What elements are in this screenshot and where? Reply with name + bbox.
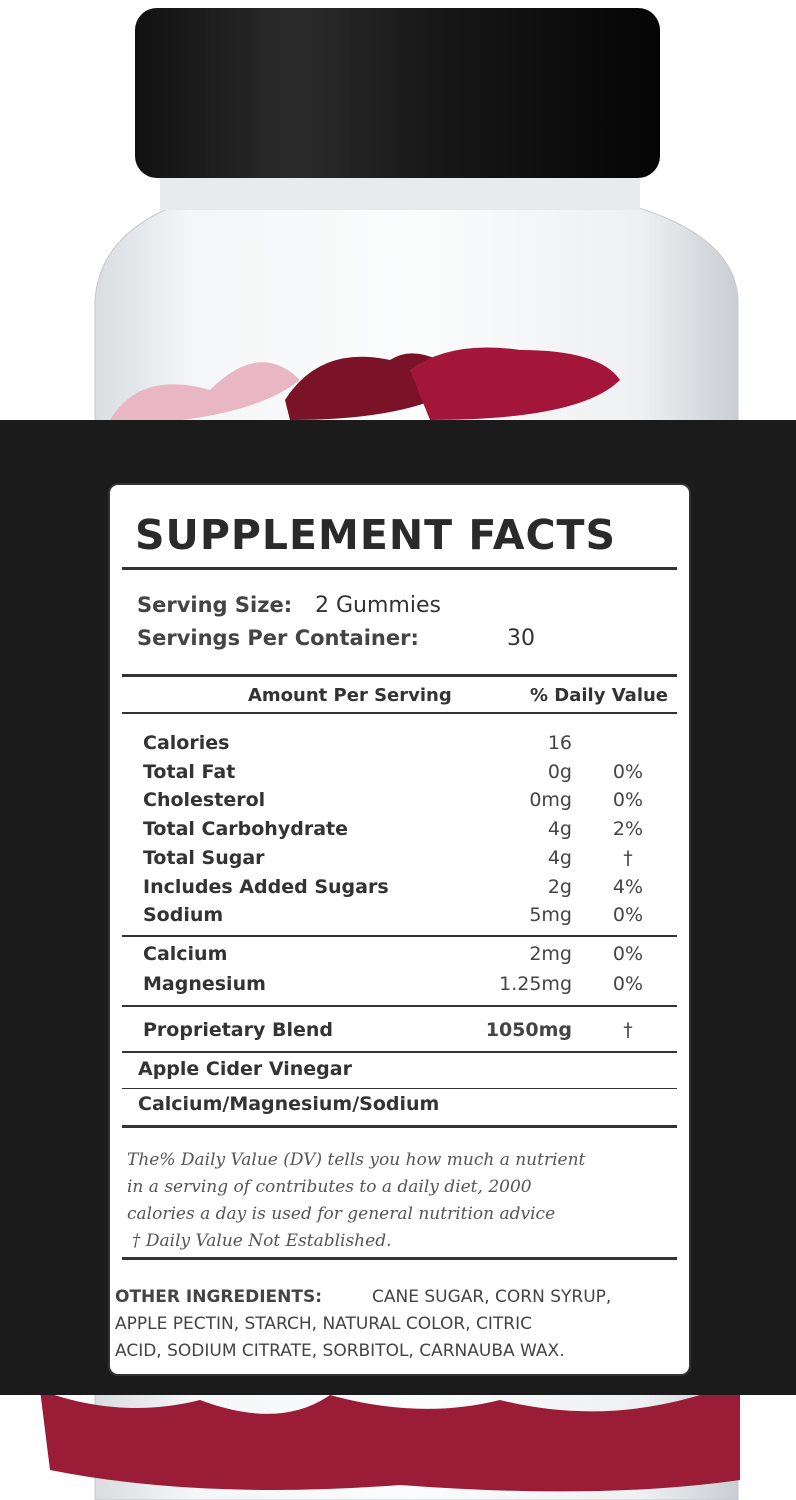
daily-value: 4%	[612, 875, 644, 898]
cap	[135, 8, 660, 178]
gummies	[40, 347, 740, 1492]
amount: 1050mg	[485, 1019, 572, 1041]
nutrient-name: Total Carbohydrate	[143, 818, 348, 841]
supplement-facts-panel: SUPPLEMENT FACTS Serving Size: 2 Gummies…	[108, 483, 691, 1376]
blend-item: Apple Cider Vinegar	[138, 1058, 352, 1080]
rule	[122, 935, 677, 937]
amount: 16	[547, 732, 572, 754]
rule	[122, 1125, 677, 1128]
other-line: ACID, SODIUM CITRATE, SORBITOL, CARNAUBA…	[115, 1341, 565, 1361]
footnote-line: calories a day is used for general nutri…	[127, 1204, 556, 1224]
footnote-line: † Daily Value Not Established.	[132, 1231, 392, 1251]
nutrient-name: Total Fat	[143, 760, 236, 783]
amount: 4g	[547, 818, 572, 841]
nutrient-name: Includes Added Sugars	[143, 875, 389, 898]
footnote-line: The% Daily Value (DV) tells you how much…	[127, 1150, 586, 1170]
other-line: APPLE PECTIN, STARCH, NATURAL COLOR, CIT…	[115, 1314, 533, 1334]
header-amount: Amount Per Serving	[248, 685, 452, 706]
daily-value: †	[623, 846, 633, 869]
daily-value: 0%	[612, 760, 644, 783]
amount: 5mg	[529, 904, 572, 927]
amount: 0g	[547, 760, 572, 783]
nutrient-name: Cholesterol	[143, 789, 266, 812]
amount: 2g	[547, 875, 572, 898]
nutrient-name: Total Sugar	[143, 846, 265, 869]
title: SUPPLEMENT FACTS	[135, 511, 617, 559]
daily-value: 0%	[612, 904, 644, 927]
serving-size-label: Serving Size:	[137, 593, 293, 617]
rule	[122, 674, 677, 677]
rule	[122, 567, 677, 570]
servings: 30	[507, 626, 535, 651]
header-dv: % Daily Value	[530, 685, 669, 706]
other-line: CANE SUGAR, CORN SYRUP,	[372, 1287, 612, 1307]
footnote-line: in a serving of contributes to a daily d…	[127, 1177, 532, 1197]
other-label: OTHER INGREDIENTS:	[115, 1287, 323, 1307]
daily-value: 2%	[612, 818, 644, 841]
blend-item: Calcium/Magnesium/Sodium	[138, 1093, 440, 1115]
rule	[122, 1051, 677, 1053]
nutrient-name: Calories	[143, 732, 230, 754]
rule	[122, 1257, 677, 1260]
daily-value: 0%	[612, 943, 644, 965]
amount: 4g	[547, 846, 572, 869]
daily-value: 0%	[612, 973, 644, 995]
daily-value: 0%	[612, 789, 644, 812]
serving-size: 2 Gummies	[315, 593, 441, 618]
amount: 1.25mg	[499, 973, 572, 995]
nutrient-name: Magnesium	[143, 973, 266, 995]
nutrient-name: Proprietary Blend	[143, 1019, 333, 1041]
rule	[122, 712, 677, 714]
rule	[122, 1005, 677, 1007]
nutrient-name: Sodium	[143, 904, 224, 927]
servings-label: Servings Per Container:	[137, 626, 419, 650]
daily-value: †	[623, 1019, 633, 1041]
amount: 2mg	[529, 943, 572, 965]
nutrient-name: Calcium	[143, 943, 228, 965]
rule	[122, 1088, 677, 1089]
amount: 0mg	[529, 789, 572, 812]
